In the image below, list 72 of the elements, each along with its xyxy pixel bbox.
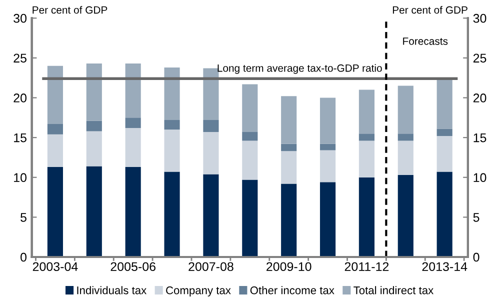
y2-tick-label: 0 — [473, 252, 480, 262]
legend-label: Total indirect tax — [354, 286, 434, 294]
y-tick-label: 10 — [14, 173, 26, 182]
bar — [320, 150, 336, 182]
bar — [47, 134, 63, 168]
bar — [86, 131, 102, 166]
bar — [164, 67, 180, 120]
bar — [164, 130, 180, 172]
bar — [358, 177, 374, 257]
bar — [281, 184, 297, 257]
bar — [164, 120, 180, 130]
y2-tick-label: 30 — [473, 14, 486, 23]
bar — [47, 167, 63, 257]
y-axis-title: Per cent of GDP — [32, 6, 108, 14]
bar — [242, 180, 258, 257]
legend-label: Other income tax — [250, 286, 334, 294]
bar — [436, 136, 452, 172]
ref-line-label: Long term average tax-to-GDP ratio — [218, 64, 382, 74]
y-tick-label: 15 — [14, 133, 26, 142]
bar — [398, 174, 414, 257]
y2-axis-title: Per cent of GDP — [392, 6, 468, 14]
bar — [242, 84, 258, 132]
bar — [164, 172, 180, 257]
bar — [281, 96, 297, 144]
y2-tick-label: 10 — [474, 173, 486, 182]
legend-label: Company tax — [166, 286, 231, 296]
bar — [203, 68, 219, 120]
annotation: Forecasts — [403, 38, 448, 45]
bar — [358, 90, 374, 134]
bar — [320, 98, 336, 144]
bar — [125, 118, 141, 128]
y-tick-label: 30 — [14, 14, 26, 23]
bar — [125, 128, 141, 168]
bar — [436, 128, 452, 136]
bar — [320, 144, 336, 150]
bar — [436, 172, 452, 257]
bar — [242, 140, 258, 180]
bar — [436, 79, 452, 129]
x-tick-label: 2003-04 — [32, 262, 78, 272]
x-tick-label: 2007-08 — [188, 262, 234, 272]
legend-label: Individuals tax — [77, 286, 146, 294]
y2-tick-label: 5 — [473, 213, 480, 222]
bar — [203, 120, 219, 132]
bar — [398, 86, 414, 134]
bar — [320, 182, 336, 257]
bar — [242, 132, 258, 141]
y2-tick-label: 20 — [473, 94, 486, 102]
bar — [86, 64, 102, 121]
bar — [358, 134, 374, 141]
x-tick-label: 2013-14 — [422, 262, 468, 272]
bar — [125, 64, 141, 118]
y2-tick-label: 25 — [473, 54, 486, 63]
bar — [398, 140, 414, 175]
bar — [47, 66, 63, 124]
y-tick-label: 25 — [14, 54, 26, 63]
bar — [125, 167, 141, 257]
x-tick-label: 2005-06 — [110, 262, 156, 272]
x-tick-label: 2009-10 — [266, 262, 312, 272]
bar — [358, 140, 374, 178]
y-tick-label: 5 — [20, 213, 26, 222]
bar — [281, 151, 297, 184]
y2-tick-label: 15 — [474, 133, 486, 142]
bar — [398, 134, 414, 141]
bar — [203, 132, 219, 174]
y-tick-label: 0 — [20, 252, 26, 262]
bar — [203, 174, 219, 257]
bar — [281, 144, 297, 152]
bar — [86, 166, 102, 257]
bar — [47, 124, 63, 134]
x-tick-label: 2011-12 — [344, 262, 389, 272]
y-tick-label: 20 — [14, 94, 26, 102]
bar — [86, 120, 102, 132]
